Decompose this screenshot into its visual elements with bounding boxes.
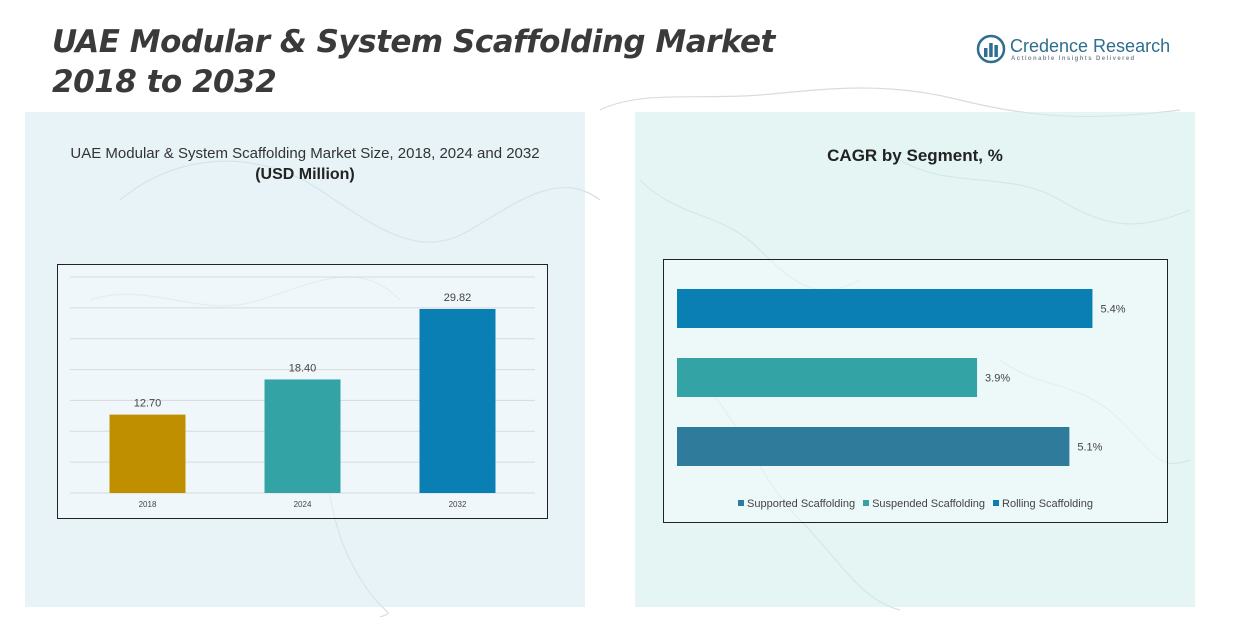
- market-size-chart-unit: (USD Million): [255, 166, 355, 183]
- cagr-chart-title: CAGR by Segment, %: [827, 146, 1003, 165]
- x-tick-label: 2024: [294, 500, 312, 509]
- legend-label: Rolling Scaffolding: [1002, 498, 1093, 510]
- bar-2024: [264, 379, 341, 493]
- bar-2032: [419, 308, 496, 493]
- page-title-line2: 2018 to 2032: [52, 64, 277, 100]
- bar-value-label: 29.82: [444, 292, 472, 304]
- hbar-suspended-scaffolding: [677, 358, 978, 397]
- bar-2018: [109, 414, 186, 493]
- hbar-value-label: 3.9%: [985, 373, 1010, 385]
- x-tick-label: 2018: [139, 500, 157, 509]
- hbar-value-label: 5.1%: [1077, 442, 1102, 454]
- hbar-rolling-scaffolding: [677, 427, 1070, 466]
- hbar-supported-scaffolding: [677, 289, 1093, 328]
- market-size-chart: 12.70 2018 18.40 2024 29.82 2032: [57, 264, 548, 519]
- page-title-line1: UAE Modular & System Scaffolding Market: [52, 24, 775, 60]
- legend-swatch: [863, 500, 870, 506]
- legend-label: Supported Scaffolding: [747, 498, 856, 510]
- hbar-value-label: 5.4%: [1100, 304, 1125, 316]
- bar-value-label: 18.40: [289, 362, 317, 374]
- page-title: UAE Modular & System Scaffolding Market …: [52, 22, 775, 102]
- legend-swatch: [993, 500, 1000, 506]
- bar-value-label: 12.70: [134, 398, 162, 410]
- logo-tagline: Actionable Insights Delivered: [1011, 56, 1136, 62]
- legend-item: Rolling Scaffolding: [993, 498, 1093, 510]
- legend-item: Suspended Scaffolding: [863, 498, 985, 510]
- logo-name: Credence Research: [1010, 36, 1171, 56]
- market-size-chart-title: UAE Modular & System Scaffolding Market …: [70, 145, 540, 162]
- bar-chart-logo-icon: [976, 34, 1006, 64]
- market-size-bar-chart-svg: 12.70 2018 18.40 2024 29.82 2032: [70, 276, 535, 509]
- legend-item: Supported Scaffolding: [738, 498, 855, 510]
- cagr-chart: 5.4% 3.9% 5.1% Supported Scaffolding Suspen…: [663, 259, 1168, 523]
- legend-swatch: [738, 500, 745, 506]
- brand-logo: Credence Research Actionable Insights De…: [976, 34, 1176, 68]
- legend-label: Suspended Scaffolding: [872, 498, 986, 510]
- cagr-bar-chart-svg: 5.4% 3.9% 5.1%: [677, 289, 1126, 466]
- x-tick-label: 2032: [449, 500, 467, 509]
- cagr-chart-legend: Supported Scaffolding Suspended Scaffoldi…: [664, 498, 1167, 510]
